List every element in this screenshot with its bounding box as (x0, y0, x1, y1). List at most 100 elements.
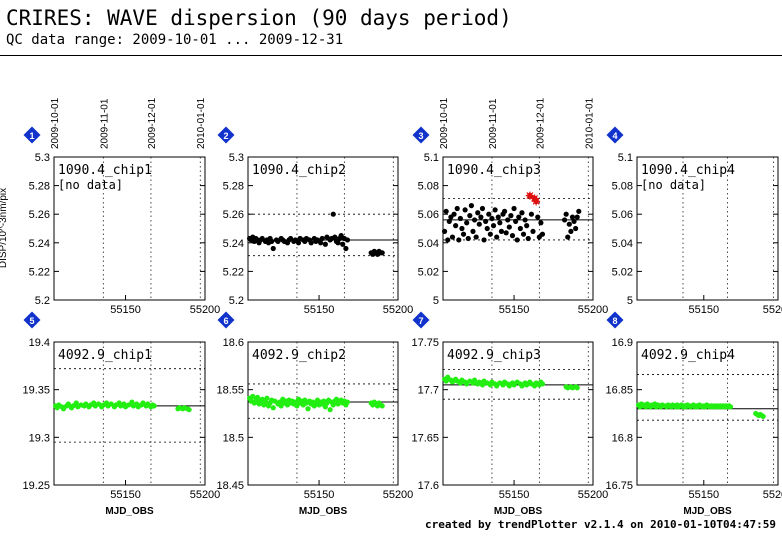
panel-3-data-point (489, 215, 495, 222)
panel-3-data-point (483, 218, 489, 224)
panel-3-data-point (498, 228, 505, 234)
panel-6-label: 4092.9_chip2 (252, 348, 346, 363)
panel-3-data-point (568, 228, 574, 234)
panel-3-data-point (508, 213, 514, 219)
panel-3-number-badge (412, 126, 430, 144)
panel-3-data-point (456, 237, 462, 243)
panel-3-data-point (569, 214, 576, 220)
panel-2-data-point (335, 240, 341, 246)
panel-5-data-point (186, 407, 192, 413)
panel-3-data-point (503, 230, 509, 236)
panel-3-date-tick-label: 2009-12-01 (535, 97, 546, 149)
panel-3-date-tick-label: 2009-10-01 (439, 97, 450, 149)
panel-2-data-point (332, 234, 338, 240)
panel-1-label: 1090.4_chip1 (58, 163, 152, 178)
panel-4-y-tick-label: 5.08 (612, 181, 633, 193)
panel-8-x-axis-label: MJD_OBS (683, 506, 732, 517)
panel-3-x-tick-label: 55150 (499, 304, 530, 316)
panel-6-data-point (264, 395, 270, 401)
panel-2-number-badge (217, 126, 235, 144)
panel-6-number-badge (217, 311, 235, 329)
panel-6-frame (247, 341, 399, 486)
panel-3-data-point (451, 211, 457, 217)
panel-2-x-tick-label: 55150 (304, 304, 335, 316)
panel-6-x-axis-label: MJD_OBS (299, 506, 348, 517)
panel-3-data-point (443, 208, 449, 214)
panel-3-data-point (522, 217, 528, 223)
panel-7-y-tick-label: 17.75 (411, 337, 439, 349)
panel-2-data-point (379, 250, 385, 256)
panel-6-y-tick-label: 18.6 (223, 337, 244, 349)
panel-3-outlier-star (525, 191, 534, 200)
panel-2-y-tick-label: 5.3 (229, 152, 244, 164)
panel-3-data-point (535, 214, 541, 220)
panel-3-data-point (576, 208, 582, 214)
panel-2-data-point (270, 245, 276, 252)
panel-3-data-point (492, 207, 498, 213)
panel-7-data-point (471, 377, 478, 383)
panel-2-data-point (295, 240, 302, 246)
panel-2-data-point (308, 240, 314, 246)
panel-3-data-point (484, 225, 490, 232)
panel-5-number: 5 (29, 316, 34, 326)
panel-3-data-point (511, 205, 517, 212)
panel-3-data-point (486, 211, 492, 217)
panel-4-y-tick-label: 5.02 (612, 266, 633, 278)
panel-3-data-point (513, 218, 519, 224)
header-divider (0, 55, 782, 56)
panel-6-data-point (344, 399, 351, 405)
panel-2-number: 2 (223, 131, 228, 141)
panel-8-label: 4092.9_chip4 (641, 348, 735, 363)
panel-7-y-tick-label: 17.7 (418, 385, 439, 397)
panel-3-x-tick-label: 55200 (578, 304, 609, 316)
panel-7-number-badge (412, 311, 430, 329)
panel-8-data-point (760, 413, 766, 419)
panel-7-x-tick-label: 55200 (578, 489, 609, 501)
panel-8-x-tick-label: 55150 (688, 489, 719, 501)
panel-3-data-point (539, 231, 546, 237)
panel-1-y-tick-label: 5.26 (29, 209, 50, 221)
panel-3-data-point (514, 237, 520, 243)
panel-3-data-point (476, 221, 482, 227)
panel-3-data-point (479, 205, 486, 212)
panel-3-number: 3 (418, 131, 423, 141)
panel-3-frame (442, 156, 594, 301)
panel-3-data-point (457, 215, 463, 222)
panel-3-data-point (563, 211, 569, 217)
panel-6-data-point (270, 405, 276, 411)
panel-3-data-point (524, 223, 530, 229)
panel-3-data-point (506, 224, 512, 230)
panel-1-y-tick-label: 5.22 (29, 266, 50, 278)
panel-2-x-tick-label: 55200 (383, 304, 414, 316)
panel-3-data-point (538, 220, 544, 226)
panel-2-data-point (340, 241, 346, 247)
panel-3-data-point (561, 217, 568, 223)
panel-2-data-point (319, 235, 325, 242)
panel-1-y-tick-label: 5.28 (29, 181, 50, 193)
panel-4-number: 4 (612, 131, 617, 141)
panel-3-data-point (574, 214, 580, 220)
panel-3-data-point (467, 213, 473, 219)
panel-3-date-tick-label: 2010-01-01 (584, 97, 595, 149)
panel-2-y-tick-label: 5.22 (223, 266, 244, 278)
panel-7-label: 4092.9_chip3 (447, 348, 541, 363)
panel-3-data-point (462, 207, 468, 213)
panel-3-data-point (449, 234, 456, 240)
panel-5-data-point (151, 403, 157, 409)
page-subtitle: QC data range: 2009-10-01 ... 2009-12-31 (6, 32, 344, 48)
panel-5-y-tick-label: 19.25 (22, 480, 50, 492)
panel-6-data-point (250, 393, 256, 399)
panel-8-frame (636, 341, 779, 486)
panel-4-y-tick-label: 5 (627, 295, 633, 307)
panel-2-label: 1090.4_chip2 (252, 163, 346, 178)
panel-7-frame (442, 341, 594, 486)
panel-8-number-badge (606, 311, 624, 329)
panel-4-y-tick-label: 5.1 (618, 152, 633, 164)
panel-3-outlier-star (532, 197, 541, 206)
panel-4-y-tick-label: 5.04 (612, 238, 633, 250)
panel-7-x-tick-label: 55150 (499, 489, 530, 501)
panel-1-x-tick-label: 55200 (190, 304, 221, 316)
panel-2-data-point (330, 211, 336, 217)
panel-1-frame (53, 156, 206, 301)
panel-3-data-point (446, 218, 452, 224)
